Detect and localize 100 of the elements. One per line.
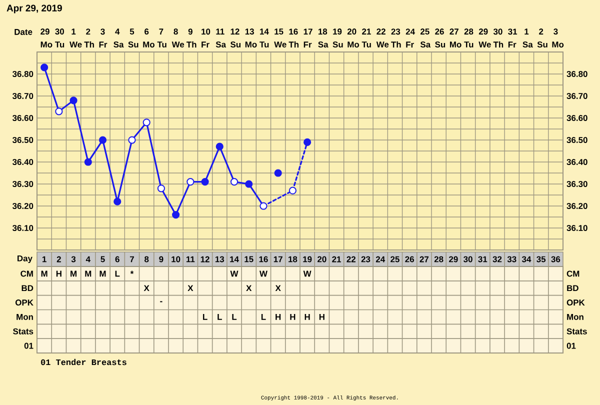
x-tick-label: 8 We	[172, 28, 184, 48]
x-tick-label: 21	[332, 256, 341, 262]
x-tick-label: 20 Mo	[347, 28, 360, 48]
x-tick-label: 11 Sa	[216, 28, 226, 48]
point	[288, 186, 296, 194]
y-tick-label: 36.30	[12, 181, 34, 188]
point	[157, 184, 165, 192]
x-tick-label: 13	[215, 256, 224, 262]
x-tick-label: 18 Sa	[318, 28, 328, 48]
y-tick-label: 36.80	[12, 71, 34, 78]
x-tick-label: 2 Su	[537, 28, 548, 48]
point	[260, 202, 268, 210]
text: H	[304, 314, 310, 320]
x-tick-label: 17 Fr	[304, 28, 312, 48]
point	[172, 211, 180, 219]
x-tick-label: 28	[434, 256, 444, 262]
x-tick-label: 10	[172, 256, 180, 262]
x-tick-label: 1 We	[70, 28, 82, 48]
y2-tick-label: 36.10	[566, 225, 588, 231]
point	[201, 178, 209, 186]
text: H	[276, 314, 281, 320]
x-tick-label: 28 Tu	[464, 28, 474, 48]
y2-tick-label: 36.50	[566, 137, 588, 144]
x-tick-label: 23	[361, 256, 370, 262]
text: M	[100, 270, 106, 277]
x-axis-title: Date	[14, 29, 32, 35]
y-tick-label: 36.10	[12, 225, 34, 231]
x-tick-label: 25	[390, 256, 400, 262]
x-tick-label: 33	[507, 256, 516, 262]
y-tick-label: 36.50	[12, 137, 34, 144]
x-tick-label: 3 Fr	[99, 28, 108, 48]
x-tick-label: 20	[318, 256, 326, 262]
text: H	[290, 314, 296, 320]
text: L	[203, 314, 208, 320]
text: X	[188, 285, 194, 292]
y-tick-label: Mon	[16, 314, 33, 320]
point	[84, 158, 92, 166]
point	[216, 142, 224, 150]
point	[186, 178, 194, 186]
point	[98, 136, 107, 144]
x-tick-label: 30	[464, 256, 472, 262]
x-tick-label: 26	[405, 256, 414, 262]
y2-tick-label: 36.30	[566, 181, 588, 188]
x-tick-label: 29 Mo	[40, 28, 52, 48]
x-tick-label: 5	[100, 256, 105, 262]
x-tick-label: 11	[186, 256, 195, 262]
x-tick-label: 22 We	[376, 28, 389, 48]
x-axis-title: Day	[18, 255, 32, 264]
x-tick-label: 12	[200, 256, 210, 262]
point	[230, 178, 238, 186]
text: L	[261, 314, 266, 320]
text: W	[230, 270, 238, 277]
text: M	[41, 270, 48, 277]
x-tick-label: 12 Su	[230, 28, 241, 48]
x-tick-label: 14 Tu	[260, 28, 269, 48]
x-tick-label: 16	[259, 256, 268, 262]
text: W	[303, 270, 312, 277]
x-tick-label: 7 Tu	[157, 28, 166, 48]
text: *	[130, 270, 134, 274]
x-tick-label: 32	[492, 256, 502, 262]
x-tick-label: 22	[346, 256, 356, 262]
y-tick-label: 36.20	[12, 203, 34, 210]
point	[114, 198, 122, 206]
y2-tick-label: 36.20	[566, 203, 588, 210]
point	[128, 136, 136, 144]
x-tick-label: 15 We	[274, 28, 286, 48]
text: 01 Tender Breasts	[41, 358, 126, 366]
point	[142, 118, 150, 126]
text: M	[70, 270, 76, 277]
x-tick-label: 6 Mo	[143, 28, 154, 48]
y2-tick-label: CM	[566, 270, 580, 277]
y2-tick-label: BD	[567, 285, 578, 292]
text: L	[218, 314, 222, 320]
y2-tick-label: OPK	[566, 300, 585, 306]
x-tick-label: 4 Sa	[114, 28, 124, 48]
text: L	[232, 314, 237, 320]
text: M	[85, 270, 92, 277]
y-tick-label: 36.60	[12, 115, 34, 122]
x-tick-label: 15	[244, 256, 254, 262]
x-tick-label: 23 Th	[391, 28, 401, 48]
x-tick-label: 30 Th	[493, 28, 504, 48]
y2-tick-label: Stats	[566, 328, 587, 334]
y-tick-label: 36.40	[12, 159, 34, 166]
x-tick-label: 30 Tu	[55, 28, 64, 48]
y2-tick-label: 36.40	[566, 159, 588, 166]
x-tick-label: 27	[420, 256, 429, 262]
y-tick-label: Stats	[13, 328, 34, 334]
x-tick-label: 24 Fr	[406, 28, 415, 48]
text: H	[56, 270, 62, 277]
point	[245, 180, 253, 188]
text: X	[275, 285, 281, 292]
chart-title: Apr 29, 2019	[6, 4, 62, 14]
x-tick-label: 14	[230, 256, 239, 262]
x-tick-label: 19	[303, 256, 312, 262]
text: L	[115, 270, 120, 277]
y2-tick-label: 36.80	[566, 71, 588, 78]
x-tick-label: 34	[522, 256, 532, 262]
x-tick-label: 3	[71, 256, 76, 262]
y2-tick-label: 01	[566, 342, 576, 349]
point	[40, 64, 48, 72]
